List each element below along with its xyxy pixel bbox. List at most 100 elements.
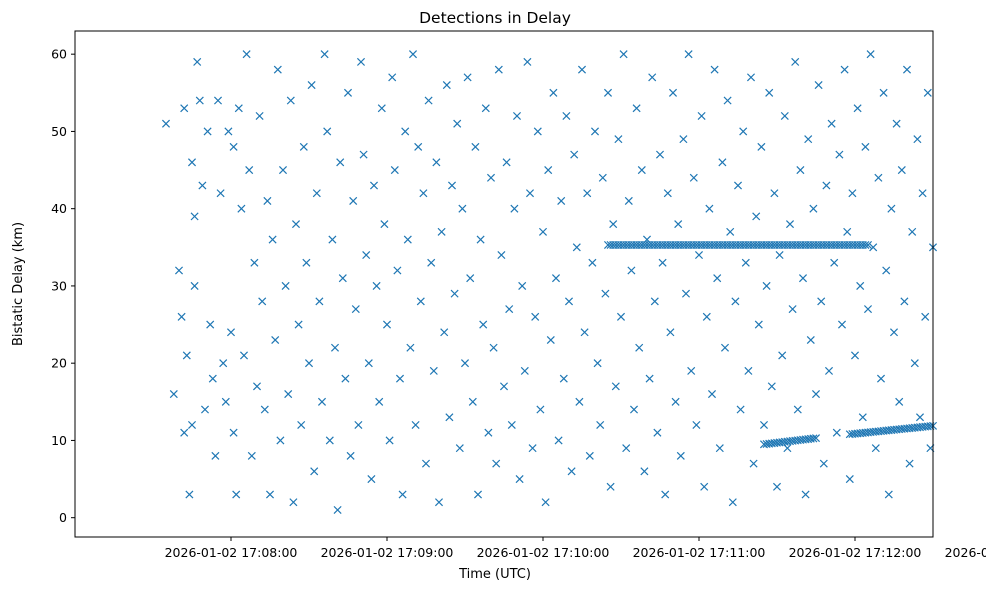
data-point: [655, 150, 665, 159]
data-point: [297, 420, 306, 430]
data-point: [473, 490, 483, 499]
data-point: [512, 111, 522, 121]
data-point: [736, 405, 745, 414]
data-point: [359, 150, 368, 159]
data-point: [302, 258, 311, 267]
data-point: [341, 374, 350, 383]
data-point: [471, 142, 480, 151]
data-point: [609, 220, 618, 229]
data-point: [622, 444, 631, 453]
data-point: [299, 142, 308, 151]
data-point: [863, 305, 873, 314]
data-point: [185, 490, 194, 499]
data-point: [705, 204, 714, 213]
data-point: [871, 444, 880, 453]
data-point: [713, 274, 722, 283]
data-point: [819, 459, 828, 468]
data-point: [843, 227, 852, 236]
data-point: [770, 189, 779, 198]
data-point: [551, 274, 561, 283]
data-point: [861, 240, 870, 250]
data-point: [601, 289, 610, 298]
y-axis-label: Bistatic Delay (km): [11, 222, 26, 346]
data-point: [323, 127, 332, 136]
data-point: [902, 65, 912, 74]
data-point: [336, 158, 345, 167]
data-point: [887, 204, 896, 213]
data-point: [811, 434, 821, 443]
data-point: [632, 104, 641, 113]
data-point: [346, 451, 355, 460]
data-point: [395, 374, 405, 383]
data-point: [317, 397, 327, 406]
data-point: [570, 150, 579, 159]
data-point: [213, 96, 223, 105]
data-point: [354, 420, 363, 430]
data-point: [726, 227, 735, 236]
data-point: [278, 166, 288, 175]
data-point: [351, 305, 360, 314]
data-point: [453, 119, 462, 128]
data-point: [385, 436, 394, 445]
data-point: [650, 297, 659, 306]
data-point: [585, 451, 594, 460]
data-point: [583, 189, 592, 198]
data-point: [874, 173, 883, 182]
data-point: [271, 335, 280, 345]
data-point: [232, 490, 241, 499]
data-point: [648, 73, 657, 82]
data-point: [801, 490, 810, 499]
data-point: [250, 258, 259, 267]
data-point: [835, 150, 844, 159]
data-point: [876, 374, 886, 383]
x-tick-label: 2026-01-02 17:12:00: [789, 545, 922, 560]
data-point: [505, 305, 514, 314]
data-point: [486, 173, 496, 182]
data-point: [411, 420, 420, 430]
data-point: [190, 212, 199, 221]
data-point: [778, 351, 787, 360]
data-point: [879, 88, 888, 97]
y-tick-label: 0: [59, 510, 67, 525]
data-point: [338, 274, 347, 283]
data-point: [923, 88, 932, 97]
data-point: [307, 81, 316, 90]
x-tick-label: 2026-01-02 17:11:00: [633, 545, 766, 560]
data-point: [614, 135, 623, 144]
data-point: [752, 212, 761, 221]
data-point: [806, 335, 815, 345]
data-point: [757, 142, 766, 151]
data-point: [442, 81, 451, 90]
data-point: [544, 166, 553, 175]
data-point: [840, 65, 849, 74]
data-point: [234, 104, 243, 113]
data-point: [221, 397, 230, 406]
data-point: [390, 166, 399, 175]
data-point: [772, 482, 782, 491]
data-point: [900, 297, 909, 306]
data-point: [814, 81, 823, 90]
x-tick-label: 2026-01-02 17:09:00: [321, 545, 454, 560]
data-point: [728, 498, 737, 507]
data-point: [258, 297, 267, 306]
data-point: [603, 88, 613, 97]
data-point: [206, 320, 215, 329]
data-point: [502, 158, 511, 167]
data-point: [388, 73, 397, 82]
data-point: [598, 173, 607, 182]
data-point: [850, 351, 860, 360]
data-point: [180, 104, 189, 113]
data-point: [765, 88, 774, 97]
data-point: [679, 135, 688, 144]
data-point: [580, 328, 589, 337]
data-point: [330, 343, 340, 352]
data-point: [531, 312, 540, 321]
data-point: [440, 328, 449, 337]
data-point: [796, 166, 805, 175]
data-point: [349, 196, 358, 205]
data-point: [746, 73, 756, 82]
data-point: [429, 366, 438, 375]
data-point: [403, 235, 412, 244]
data-point: [193, 57, 202, 66]
data-point: [697, 111, 706, 121]
